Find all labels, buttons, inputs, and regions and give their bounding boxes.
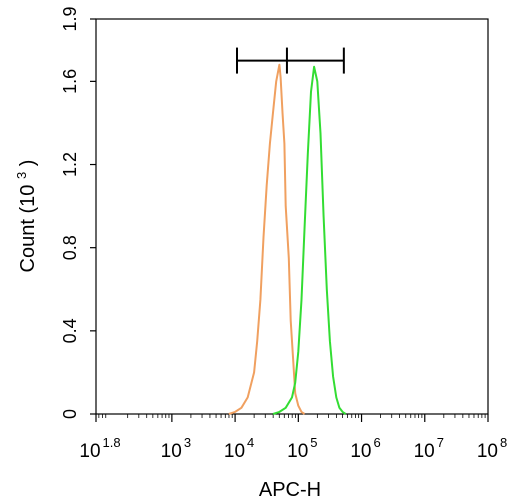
series-layer — [228, 63, 347, 415]
x-tick-label: 10 3 — [161, 435, 191, 462]
histogram-series-2 — [272, 65, 347, 415]
x-tick-label: 10 5 — [287, 435, 317, 462]
x-axis-ticks: 10 1.8 10 3 10 4 10 5 10 6 10 7 10 8 — [79, 414, 507, 462]
x-tick-label: 10 4 — [224, 435, 254, 462]
y-axis-title-exp: 3 — [14, 172, 29, 179]
x-tick-label: 10 1.8 — [79, 435, 120, 462]
y-axis-title-close: ) — [17, 160, 39, 167]
y-tick-label: 1.6 — [60, 69, 80, 94]
y-tick-label: 0.8 — [60, 235, 80, 260]
y-tick-label: 0 — [60, 409, 80, 419]
y-axis-title: Count (10 3 ) — [9, 160, 39, 273]
x-tick-label: 10 6 — [350, 435, 380, 462]
y-tick-label: 1.2 — [60, 152, 80, 177]
y-axis-ticks: 0 0.4 0.8 1.2 1.6 1.9 — [60, 6, 96, 419]
y-axis-title-unit: (10 — [17, 185, 39, 214]
histogram-series-1 — [228, 63, 306, 415]
x-tick-label: 10 8 — [477, 435, 507, 462]
y-axis-title-main: Count — [17, 219, 39, 273]
x-axis-title: APC-H — [259, 479, 321, 501]
y-tick-label: 0.4 — [60, 318, 80, 343]
x-tick-label: 10 7 — [414, 435, 444, 462]
y-tick-label: 1.9 — [60, 6, 80, 31]
gate-marker — [235, 47, 345, 74]
